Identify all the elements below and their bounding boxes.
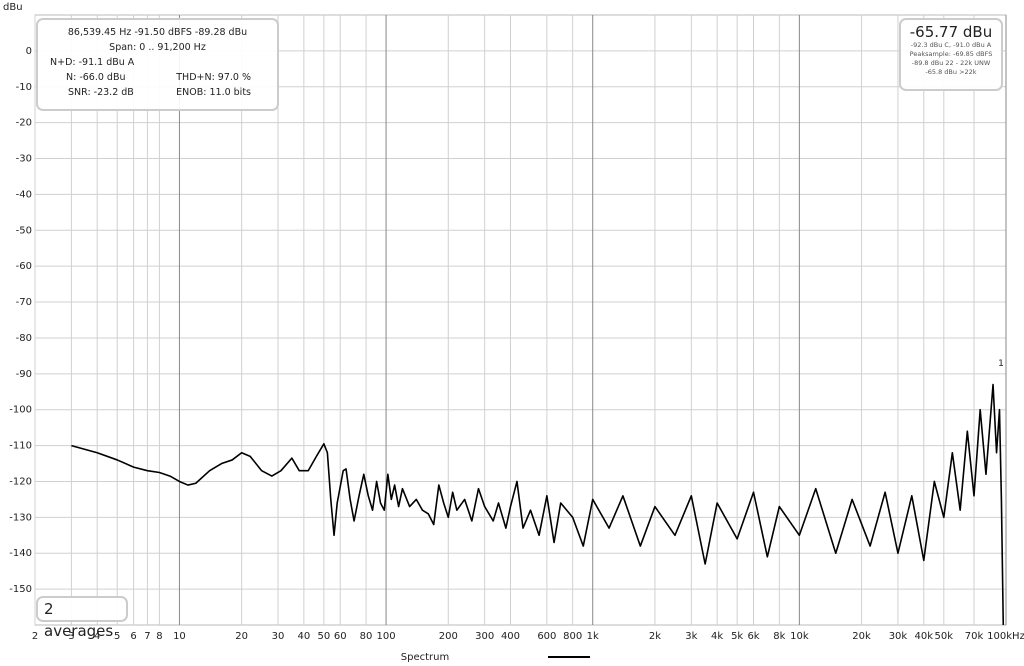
x-tick-label: 20 [235,631,248,642]
legend-label: Spectrum [401,652,449,663]
x-tick-label: 30k [889,631,908,642]
y-tick-label: -50 [16,225,32,236]
y-tick-label: -30 [16,154,32,165]
y-tick-label: -80 [16,333,32,344]
y-tick-label: -140 [9,548,32,559]
level-line: -92.3 dBu C, -91.0 dBu A [910,41,992,49]
readout: 86,539.45 Hz -91.50 dBFS -89.28 dBu [67,27,248,38]
y-tick-label: -70 [16,297,32,308]
info-box: 86,539.45 Hz -91.50 dBFS -89.28 dBu Span… [36,18,279,111]
level-line: -89.8 dBu 22 - 22k UNW [911,59,991,67]
span: Span: 0 .. 91,200 Hz [109,42,206,53]
noise-distortion: N+D: -91.1 dBu A [50,57,135,68]
x-tick-label: 100kHz [987,631,1024,642]
x-tick-label: 7 [144,631,150,642]
snr: SNR: -23.2 dB [68,87,134,98]
y-tick-label: -110 [9,441,32,452]
y-tick-label: -60 [16,261,32,272]
x-tick-label: 70k [965,631,984,642]
averages: 2 averages [36,596,128,640]
x-tick-label: 10k [790,631,809,642]
x-tick-label: 600 [537,631,556,642]
x-tick-label: 60 [334,631,347,642]
x-tick-label: 10 [173,631,186,642]
y-tick-label: -20 [16,118,32,129]
x-tick-label: 6 [130,631,136,642]
x-tick-label: 2k [649,631,661,642]
x-tick-label: 4 [94,631,100,642]
x-tick-label: 20k [852,631,871,642]
y-tick-label: -150 [9,584,32,595]
level-line: Peaksample: -69.85 dBFS [909,50,993,58]
x-tick-label: 6k [747,631,759,642]
x-tick-label: 200 [439,631,458,642]
enob: ENOB: 11.0 bits [176,87,251,98]
x-tick-label: 3 [68,631,74,642]
x-tick-label: 1k [587,631,599,642]
noise: N: -66.0 dBu [66,72,126,83]
y-tick-label: -130 [9,512,32,523]
y-tick-label: -100 [9,405,32,416]
x-tick-label: 4k [711,631,723,642]
spectrum-line [71,383,1005,626]
x-tick-label: 50 [318,631,331,642]
x-tick-label: 5k [731,631,743,642]
x-tick-label: 40 [297,631,310,642]
x-tick-label: 40k [915,631,934,642]
x-tick-label: 50k [935,631,954,642]
x-tick-label: 2 [32,631,38,642]
x-tick-label: 8k [773,631,785,642]
y-tick-label: 0 [26,46,32,57]
level-box: -65.77 dBu -92.3 dBu C, -91.0 dBu A Peaks… [899,18,1003,91]
x-tick-label: 800 [563,631,582,642]
x-tick-label: 400 [501,631,520,642]
y-tick-label: -40 [16,189,32,200]
y-tick-label: -10 [16,82,32,93]
peak-marker: 1 [998,359,1004,369]
x-tick-label: 30 [272,631,285,642]
level-line: -65.8 dBu >22k [925,68,977,76]
level-main: -65.77 dBu [909,23,993,41]
x-tick-label: 100 [377,631,396,642]
level-lines: -92.3 dBu C, -91.0 dBu A Peaksample: -69.… [905,41,997,77]
y-tick-label: -90 [16,369,32,380]
x-tick-label: 3k [685,631,697,642]
x-tick-label: 5 [114,631,120,642]
y-axis-label: dBu [3,2,23,13]
x-tick-label: 8 [156,631,162,642]
x-tick-label: 80 [360,631,373,642]
y-tick-label: -120 [9,476,32,487]
x-tick-label: 300 [475,631,494,642]
thdn: THD+N: 97.0 % [176,72,251,83]
